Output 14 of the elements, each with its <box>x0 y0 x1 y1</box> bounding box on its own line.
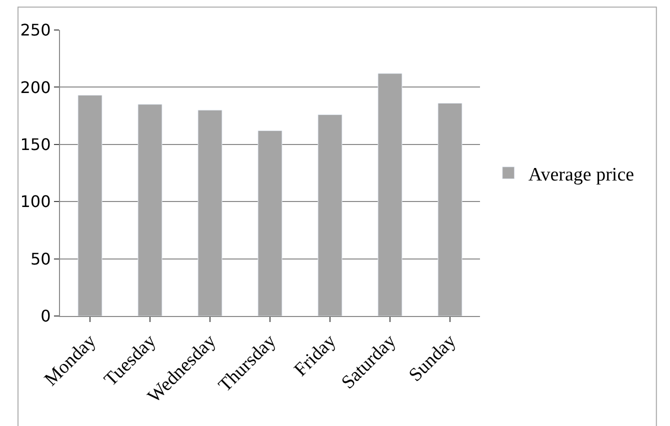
y-tick-label: 0 <box>40 306 51 326</box>
y-tick-label: 100 <box>20 192 51 212</box>
bar <box>438 102 462 316</box>
bar <box>258 130 282 316</box>
bar <box>78 94 102 316</box>
y-tick-label: 200 <box>20 78 51 97</box>
bar <box>198 110 222 316</box>
y-tick-label: 50 <box>30 249 51 268</box>
y-tick-label: 150 <box>20 135 51 154</box>
bar <box>138 104 162 316</box>
legend-label: Average price <box>528 164 634 186</box>
y-tick-label: 250 <box>20 20 51 40</box>
bar <box>318 114 342 316</box>
bar <box>378 73 402 316</box>
